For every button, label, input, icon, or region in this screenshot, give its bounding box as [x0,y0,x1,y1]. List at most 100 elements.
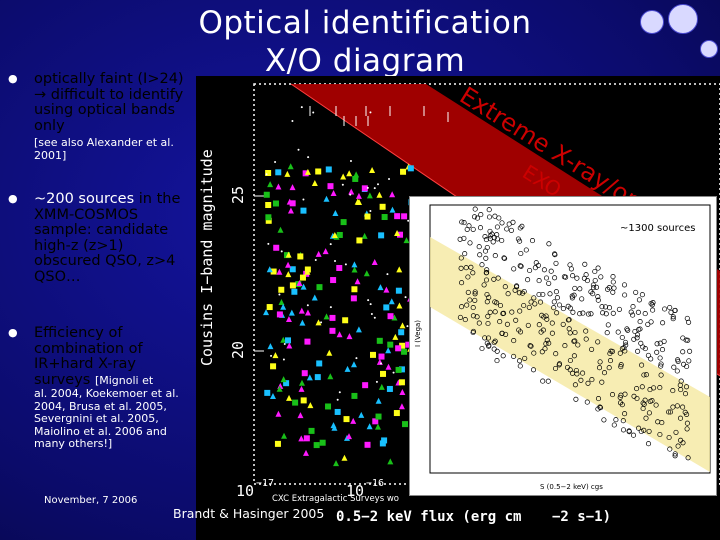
inset-point [616,306,622,312]
scatter-point [329,314,336,321]
inset-point [636,297,642,303]
bullet-icon: ● [8,326,18,339]
scatter-point [407,165,414,172]
inset-point [508,227,514,233]
scatter-point [330,277,337,284]
scatter-point [274,440,281,447]
scatter-point [398,379,405,386]
inset-point [554,295,560,301]
inset-frame [429,204,711,474]
inset-point [670,314,676,320]
inset-point [675,357,681,363]
scatter-point [269,393,276,400]
inset-point [477,225,484,231]
scatter-point [403,237,410,244]
inset-point [618,362,624,368]
scatter-point [350,417,357,424]
scatter-point [336,231,343,238]
inset-point [531,350,537,356]
inset-point [521,302,527,309]
upper-limit-arrows [309,106,449,126]
inset-point [484,267,490,273]
inset-point [458,265,464,271]
inset-point [610,279,616,285]
inset-point [592,268,598,275]
inset-point [630,312,636,318]
scatter-point [369,303,372,306]
inset-point [615,329,621,335]
scatter-point [330,190,337,197]
inset-point [595,396,602,402]
scatter-point [344,263,347,266]
scatter-point [342,317,349,324]
scatter-point [298,385,305,392]
inset-point [622,292,628,298]
scatter-point [393,410,400,417]
scatter-point [389,206,396,213]
inset-point [544,337,550,343]
scatter-point [264,389,271,396]
scatter-point [327,183,334,190]
inset-point [583,328,589,334]
inset-point [660,320,666,326]
scatter-point [375,397,382,404]
inset-point [590,282,596,288]
scatter-point [286,342,293,349]
inset-point [497,302,504,309]
scatter-point [297,148,300,151]
scatter-point [387,458,394,465]
inset-point [680,335,686,341]
inset-point [621,345,627,351]
scatter-point [306,374,313,381]
inset-point [575,342,581,348]
plot-xlabel: 0.5−2 keV flux (erg cm [336,509,521,525]
inset-point [468,264,474,270]
inset-point [484,299,490,305]
inset-point [685,455,691,461]
inset-point [499,237,505,244]
inset-point [618,364,624,370]
decorative-ring [640,10,664,34]
scatter-point [285,315,292,322]
scatter-point [374,423,381,430]
inset-point [562,343,568,349]
inset-point [639,384,645,390]
scatter-point [398,329,405,336]
inset-point [670,404,676,410]
scatter-point [300,397,307,404]
scatter-point [315,319,322,326]
inset-point [631,393,637,399]
inset-point [470,270,476,276]
inset-point [578,377,584,383]
scatter-point [385,347,392,354]
scatter-point [314,259,317,262]
scatter-point [400,168,407,175]
scatter-point [270,268,277,275]
inset-point [682,391,689,397]
scatter-point [334,408,341,415]
scatter-point [263,309,270,316]
inset-point [607,358,614,364]
scatter-point [315,168,322,175]
inset-point [684,426,690,432]
scatter-point [316,360,323,367]
scatter-point [283,380,290,387]
scatter-point [276,311,283,318]
scatter-point [325,166,332,173]
inset-point [577,311,583,317]
inset-point [541,267,547,273]
scatter-point [298,307,305,314]
inset-point [642,311,648,317]
inset-point [482,248,489,254]
inset-point [516,290,522,296]
inset-point [626,428,632,434]
scatter-point [371,258,378,265]
inset-point [515,236,521,242]
inset-point [601,417,607,423]
scatter-points [263,106,419,467]
inset-point [620,418,626,424]
inset-point [491,346,497,352]
title-line-2: X/O diagram [264,43,466,79]
inset-point [658,361,664,367]
